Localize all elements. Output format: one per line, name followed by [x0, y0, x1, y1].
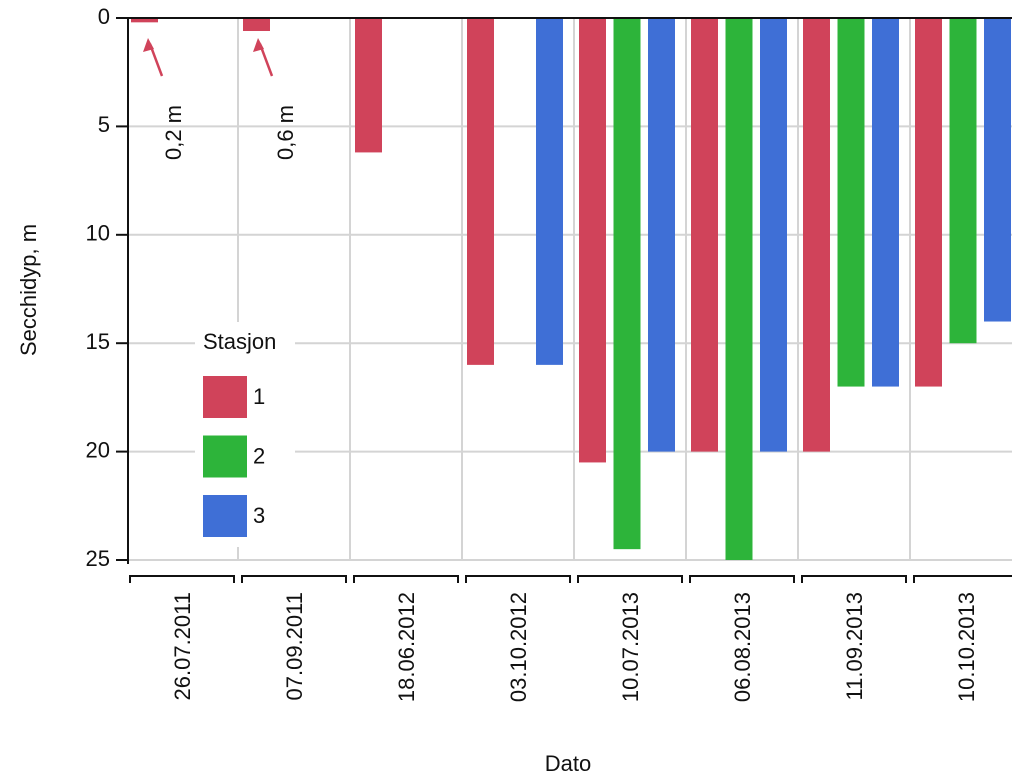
bar	[131, 18, 158, 23]
bar	[579, 18, 606, 463]
bar	[691, 18, 718, 452]
y-tick-label: 0	[98, 4, 110, 29]
x-tick-label: 03.10.2012	[506, 592, 531, 702]
x-tick-label: 10.10.2013	[954, 592, 979, 702]
bar	[467, 18, 494, 365]
annotation-arrowhead	[143, 38, 154, 52]
x-axis-label: Dato	[545, 751, 591, 776]
x-tick-label: 06.08.2013	[730, 592, 755, 702]
bar	[837, 18, 865, 387]
bar	[536, 18, 563, 365]
category-bracket	[913, 575, 1012, 583]
bar	[355, 18, 382, 153]
bar	[243, 18, 270, 32]
x-tick-label: 18.06.2012	[394, 592, 419, 702]
category-bracket	[241, 575, 347, 583]
x-tick-label: 07.09.2011	[282, 592, 307, 700]
legend-label: 2	[253, 443, 265, 468]
bar	[803, 18, 830, 452]
annotation: 0,6 m	[273, 105, 298, 160]
bar	[872, 18, 899, 387]
x-tick-label: 26.07.2011	[170, 592, 195, 700]
y-tick-label: 25	[86, 546, 110, 571]
category-bracket	[689, 575, 795, 583]
y-tick-label: 20	[86, 437, 110, 462]
bar	[648, 18, 675, 452]
bar	[760, 18, 787, 452]
legend-swatch	[203, 495, 247, 537]
y-tick-label: 15	[86, 329, 110, 354]
x-tick-label: 10.07.2013	[618, 592, 643, 702]
category-bracket	[577, 575, 683, 583]
y-axis-label: Secchidyp, m	[16, 224, 41, 356]
category-bracket	[129, 575, 235, 583]
legend-swatch	[203, 435, 247, 478]
annotation-arrowhead	[253, 38, 264, 52]
bar	[613, 18, 641, 550]
bar	[949, 18, 977, 344]
legend-swatch	[203, 376, 247, 418]
category-bracket	[801, 575, 907, 583]
annotation: 0,2 m	[161, 105, 186, 160]
bar	[984, 18, 1011, 322]
legend-label: 3	[253, 503, 265, 528]
legend-label: 1	[253, 384, 265, 409]
legend-title: Stasjon	[203, 329, 276, 354]
category-bracket	[353, 575, 459, 583]
y-tick-label: 5	[98, 112, 110, 137]
bar	[725, 18, 753, 560]
y-tick-label: 10	[86, 221, 110, 246]
category-bracket	[465, 575, 571, 583]
x-tick-label: 11.09.2013	[842, 592, 867, 700]
bar	[915, 18, 942, 387]
